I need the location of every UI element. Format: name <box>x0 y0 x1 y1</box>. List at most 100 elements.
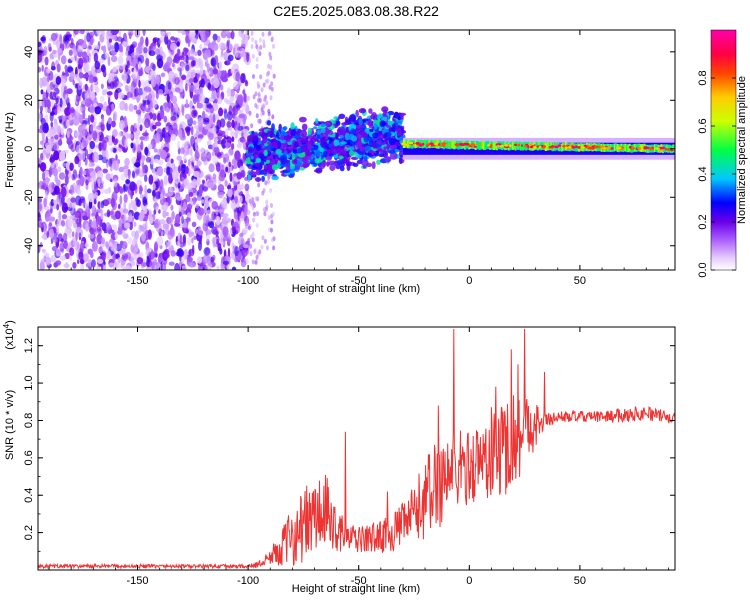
heatmap-cell <box>230 67 235 74</box>
heatmap-cell <box>340 149 347 154</box>
heatmap-cell <box>55 252 61 257</box>
heatmap-cell <box>631 146 634 150</box>
heatmap-cell <box>154 158 159 164</box>
heatmap-cell <box>266 78 270 84</box>
heatmap-cell <box>187 256 193 263</box>
heatmap-cell <box>408 141 414 145</box>
heatmap-cell <box>240 258 247 268</box>
heatmap-cell <box>113 253 116 264</box>
heatmap-cell <box>125 50 129 56</box>
heatmap-cell <box>132 68 138 80</box>
heatmap-cell <box>154 132 161 143</box>
heatmap-cell <box>121 73 128 81</box>
heatmap-cell <box>483 142 487 150</box>
heatmap-cell <box>166 212 169 217</box>
x-tick-label: 50 <box>574 275 586 287</box>
heatmap-cell <box>612 143 615 152</box>
heatmap-cell <box>314 149 321 157</box>
heatmap-cell <box>127 91 133 98</box>
heatmap-cell <box>138 252 144 258</box>
heatmap-cell <box>224 180 228 187</box>
heatmap-cell <box>105 150 109 160</box>
heatmap-cell <box>251 197 255 203</box>
heatmap-cell <box>241 227 249 234</box>
heatmap-cell <box>229 96 235 102</box>
heatmap-cell <box>45 176 50 186</box>
heatmap-cell <box>135 109 142 115</box>
heatmap-cell <box>59 242 65 253</box>
heatmap-cell <box>256 196 260 202</box>
heatmap-cell <box>637 147 642 150</box>
heatmap-cell <box>197 230 204 236</box>
heatmap-cell <box>134 131 139 140</box>
heatmap-cell <box>580 146 585 149</box>
heatmap-cell <box>319 162 326 169</box>
heatmap-cell <box>41 35 46 44</box>
x-tick-label: 0 <box>466 575 472 587</box>
heatmap-cell <box>149 216 154 225</box>
heatmap-cell <box>134 162 141 168</box>
heatmap-cell <box>548 145 554 149</box>
x-tick-label: -150 <box>127 575 149 587</box>
heatmap-cell <box>252 135 259 141</box>
heatmap-cell <box>38 244 41 254</box>
heatmap-cell <box>168 70 175 79</box>
heatmap-cell <box>118 131 122 138</box>
heatmap-cell <box>174 37 178 42</box>
heatmap-cell <box>226 111 233 121</box>
heatmap-cell <box>607 146 612 149</box>
heatmap-cell <box>177 30 182 34</box>
heatmap-cell <box>542 146 546 149</box>
heatmap-cell <box>272 236 276 242</box>
heatmap-cell <box>69 162 74 171</box>
heatmap-cell <box>526 144 530 148</box>
heatmap-cell <box>255 157 262 163</box>
heatmap-cell <box>187 164 194 174</box>
heatmap-cell <box>167 239 172 248</box>
heatmap-cell <box>64 94 68 100</box>
heatmap-cell <box>163 253 170 259</box>
heatmap-cell <box>108 96 111 106</box>
heatmap-cell <box>194 60 200 69</box>
heatmap-cell <box>217 184 225 193</box>
heatmap-cell <box>56 203 60 211</box>
heatmap-cell <box>144 174 148 182</box>
spectrogram-frame <box>37 29 676 271</box>
heatmap-cell <box>267 130 271 136</box>
heatmap-cell <box>257 182 261 188</box>
heatmap-cell <box>57 52 61 61</box>
heatmap-cell <box>254 91 258 97</box>
heatmap-cell <box>256 251 260 257</box>
heatmap-cell <box>145 250 150 257</box>
heatmap-cell <box>92 130 98 142</box>
heatmap-cell <box>149 155 155 165</box>
heatmap-cell <box>256 46 260 52</box>
heatmap-cell <box>158 209 161 214</box>
y-tick-label: 40 <box>23 46 35 58</box>
heatmap-cell <box>223 97 229 103</box>
heatmap-cell <box>256 81 260 87</box>
heatmap-cell <box>139 36 144 46</box>
heatmap-cell <box>112 66 117 73</box>
heatmap-cell <box>138 61 142 70</box>
heatmap-cell <box>182 155 187 162</box>
heatmap-cell <box>405 143 410 147</box>
heatmap-cell <box>200 147 205 153</box>
heatmap-cell <box>230 30 235 40</box>
heatmap-cell <box>160 149 167 160</box>
heatmap-cell <box>159 46 163 57</box>
heatmap-cell <box>196 256 203 264</box>
heatmap-cell <box>155 191 162 200</box>
heatmap-cell <box>106 226 112 234</box>
heatmap-cell <box>272 154 276 159</box>
heatmap-cell <box>280 160 286 165</box>
heatmap-cell <box>151 99 158 109</box>
heatmap-cell <box>265 204 269 210</box>
heatmap-cell <box>178 165 181 174</box>
heatmap-cell <box>118 64 126 70</box>
heatmap-cell <box>216 265 220 270</box>
heatmap-cell <box>158 39 162 45</box>
heatmap-cell <box>241 249 248 258</box>
heatmap-cell <box>277 141 282 149</box>
heatmap-cell <box>179 234 183 246</box>
